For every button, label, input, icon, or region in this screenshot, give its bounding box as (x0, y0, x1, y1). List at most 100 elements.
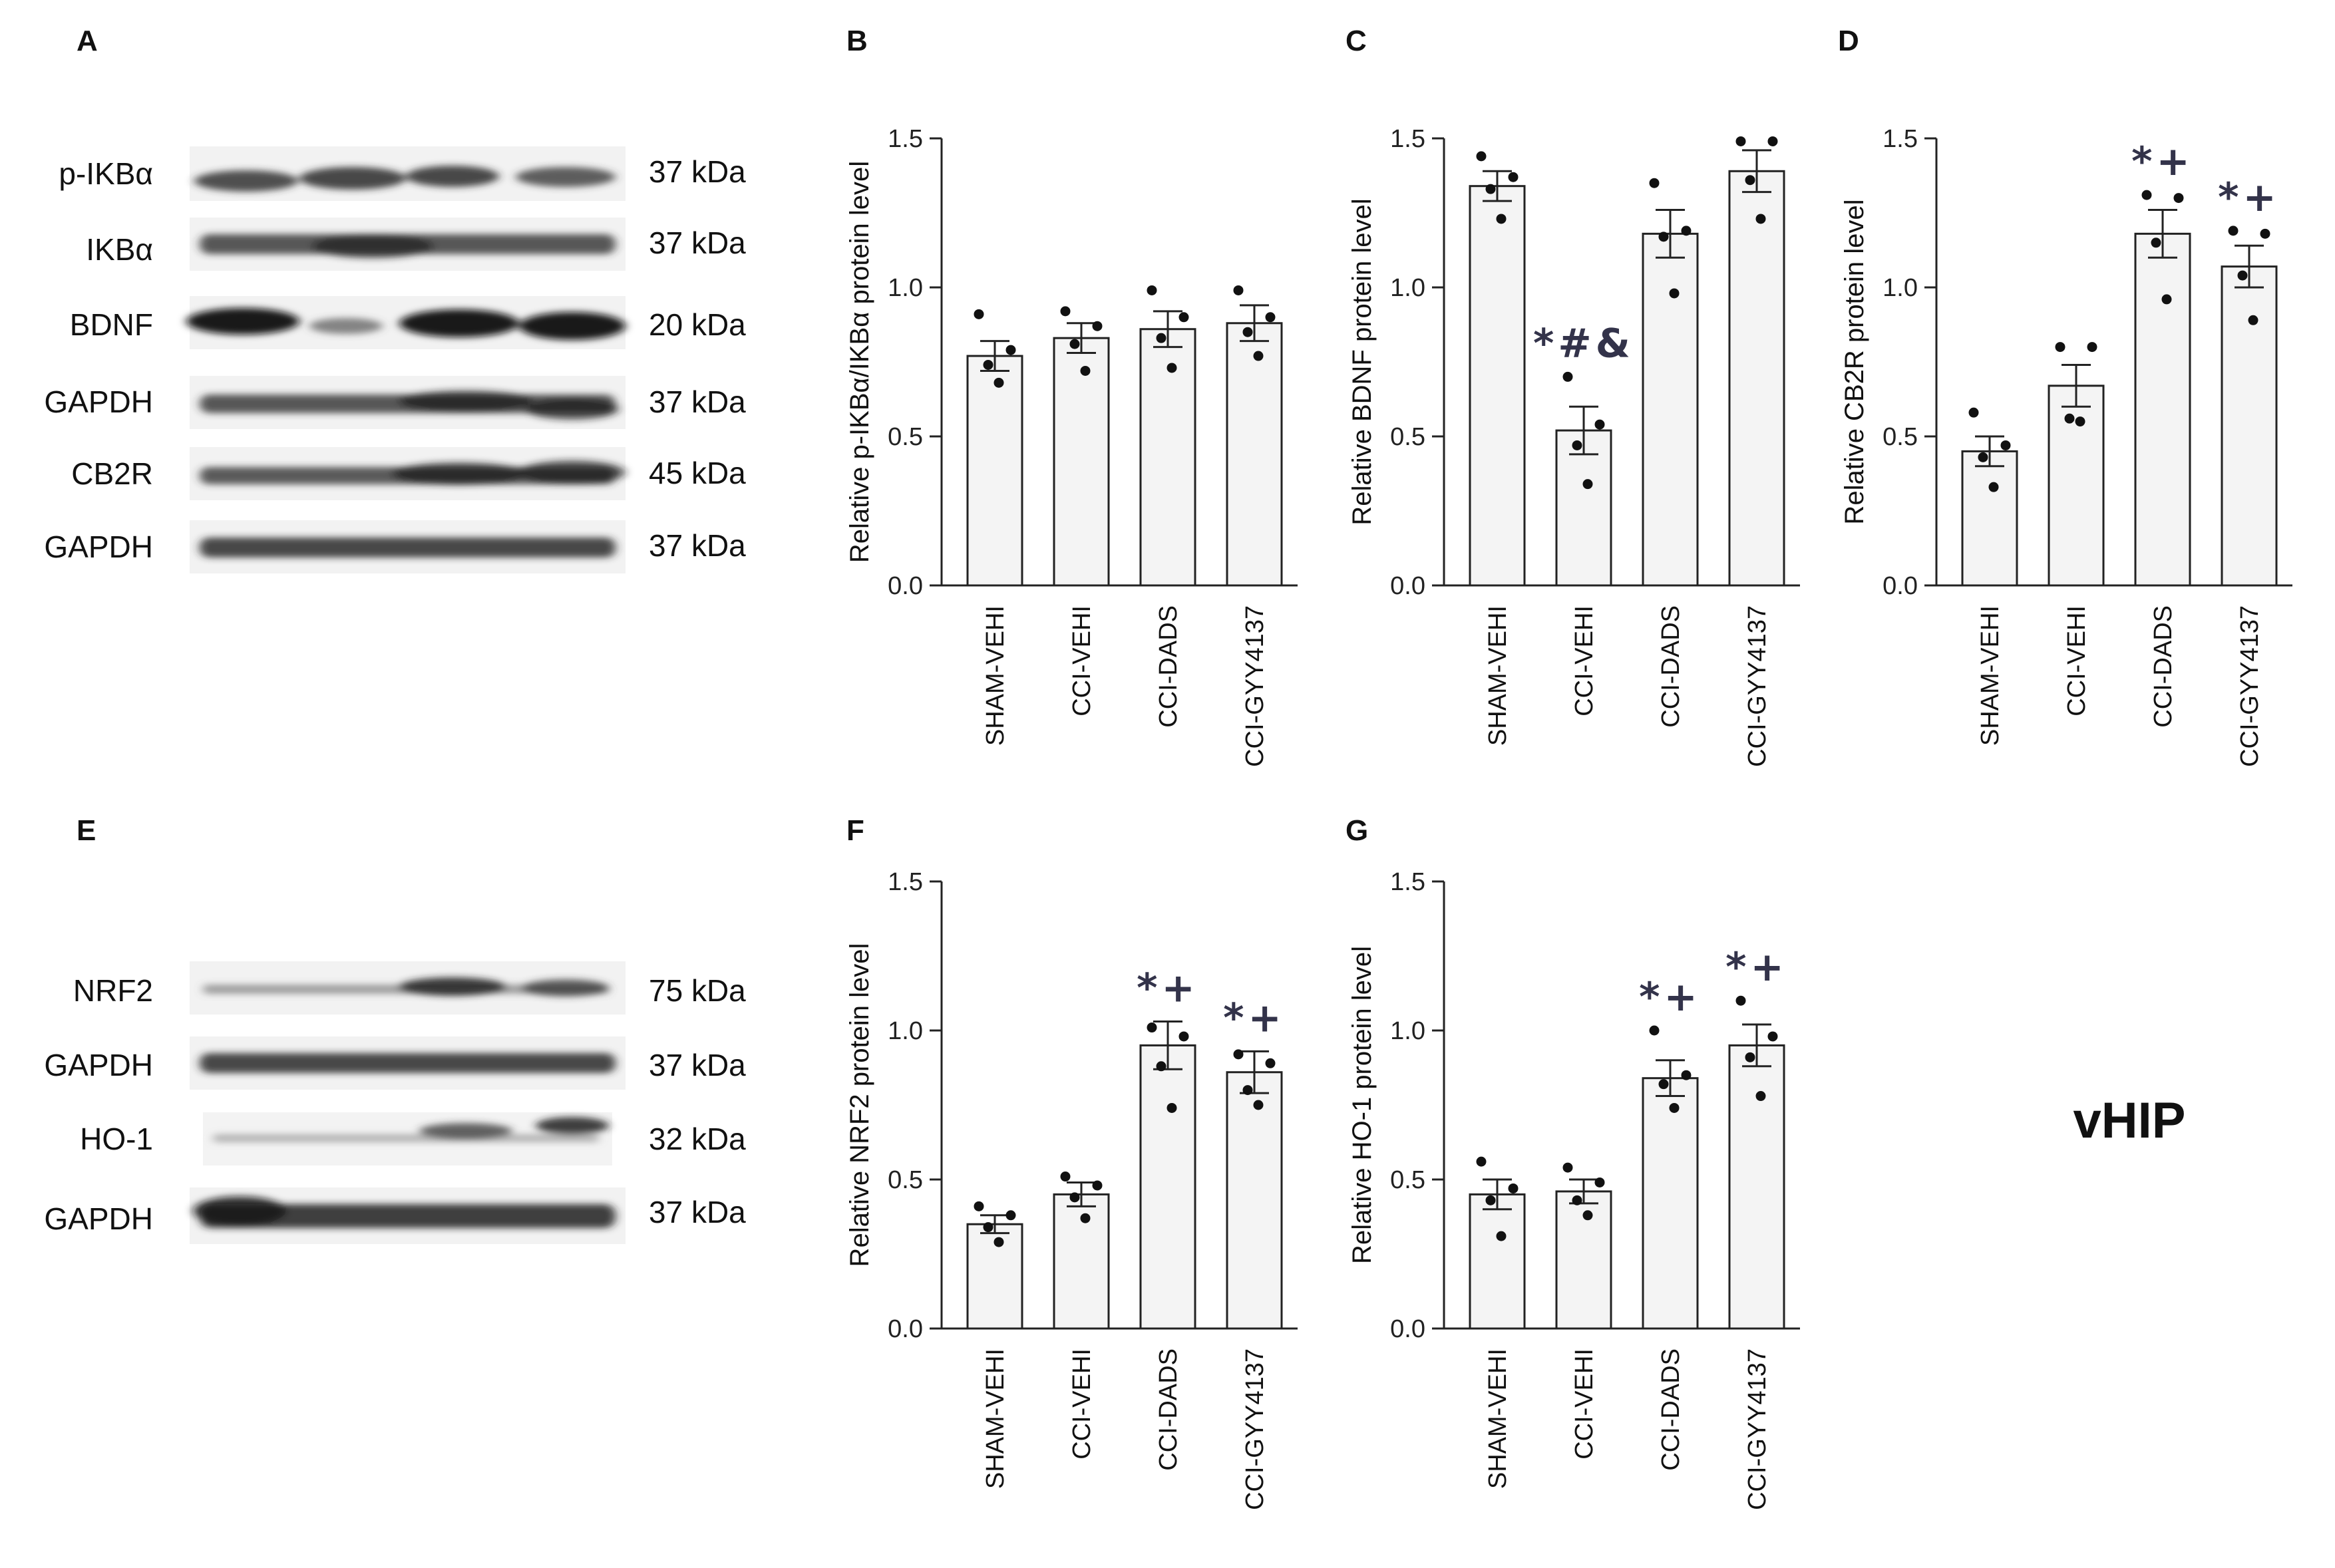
data-point (974, 1201, 984, 1211)
significance-marker: *+ (1639, 974, 1702, 1020)
data-point (1669, 288, 1680, 299)
data-point (1649, 178, 1660, 188)
blot-row-kda: 37 kDa (649, 528, 746, 563)
data-point (2237, 270, 2248, 281)
blot-band-group (200, 1053, 616, 1073)
blot-band (526, 398, 619, 420)
category-label: CCI-GYY4137 (1743, 605, 1771, 767)
blot-row-label: HO-1 (80, 1122, 153, 1156)
chart-panel-d: D 0.0 0.5 1.0 1.5 Relative CB2R protein level… (1838, 25, 2292, 767)
blot-row-kda: 32 kDa (649, 1122, 746, 1156)
chart-panel-g: G 0.0 0.5 1.0 1.5 Relative HO-1 protein level… (1346, 814, 1800, 1510)
data-point (1978, 452, 1988, 462)
panel-letter-f: F (846, 814, 864, 847)
data-point (1242, 327, 1253, 337)
data-point (1669, 1102, 1680, 1113)
category-label: CCI-GYY4137 (1241, 1348, 1269, 1510)
y-tick-label: 0.0 (888, 572, 923, 600)
y-axis-title: Relative CB2R protein level (1840, 199, 1869, 524)
y-tick-label: 0.5 (1390, 423, 1425, 451)
data-point (983, 1222, 993, 1233)
blot-row-kda: 20 kDa (649, 307, 746, 342)
category-label: CCI-DADS (1155, 605, 1182, 728)
blot-row-kda: 37 kDa (649, 1195, 746, 1229)
data-point (1594, 419, 1605, 430)
blot-band-group (186, 308, 626, 340)
blot-e-labels: NRF2 GAPDH HO-1 GAPDH 75 kDa 37 kDa 32 k… (44, 973, 746, 1236)
blot-band-group (200, 391, 619, 420)
data-point (1092, 321, 1103, 331)
blot-band (309, 318, 383, 334)
data-point (1092, 1180, 1103, 1191)
category-label: SHAM-VEHI (1976, 605, 2004, 746)
blot-band (299, 167, 406, 190)
blot-row-label: CB2R (71, 456, 153, 491)
data-point (1508, 1183, 1519, 1193)
data-point (1167, 1102, 1177, 1113)
data-point (993, 1237, 1004, 1247)
panel-letter-c: C (1346, 25, 1367, 57)
data-point (1005, 1210, 1016, 1221)
y-tick-label: 0.0 (1390, 1315, 1425, 1343)
blot-panel-a (186, 146, 626, 573)
y-tick-label: 0.5 (1390, 1166, 1425, 1194)
data-point (1265, 312, 1276, 323)
data-point (1745, 175, 1755, 186)
blot-row-kda: 37 kDa (649, 1048, 746, 1082)
y-tick-label: 1.5 (888, 125, 923, 153)
data-point (993, 377, 1004, 388)
blot-band (519, 460, 626, 484)
data-point (1069, 339, 1080, 349)
y-axis-title: Relative HO-1 protein level (1347, 946, 1377, 1264)
data-point (1649, 1025, 1660, 1036)
significance-marker: *+ (2131, 138, 2194, 185)
bar (2134, 232, 2191, 587)
y-tick-label: 1.0 (1390, 1017, 1425, 1045)
data-point (1069, 1192, 1080, 1203)
data-point (1147, 285, 1157, 295)
blot-band-group (200, 538, 616, 557)
category-label: CCI-VEHI (1068, 1348, 1096, 1460)
data-point (2161, 294, 2172, 305)
data-point (1767, 1031, 1778, 1042)
y-tick-label: 1.5 (1883, 125, 1918, 153)
blot-row-kda: 37 kDa (649, 385, 746, 419)
data-point (1735, 995, 1746, 1006)
data-point (1060, 306, 1071, 317)
panel-letter-e: E (77, 814, 96, 847)
category-label: CCI-VEHI (1068, 605, 1096, 716)
data-point (1496, 1231, 1507, 1241)
data-point (1233, 285, 1244, 295)
category-label: CCI-VEHI (1570, 1348, 1598, 1460)
bar (1469, 185, 1526, 587)
category-label: SHAM-VEHI (1484, 605, 1512, 746)
blot-row-kda: 37 kDa (649, 226, 746, 260)
region-label: vHIP (2073, 1092, 2186, 1149)
panel-letter-d: D (1838, 25, 1859, 57)
data-point (974, 309, 984, 319)
blot-band (213, 1134, 599, 1142)
data-point (1156, 1061, 1167, 1072)
data-point (1572, 440, 1582, 450)
bar (1728, 170, 1785, 587)
y-tick-label: 0.5 (1883, 423, 1918, 451)
data-point (2248, 315, 2258, 325)
panel-letter-b: B (846, 25, 868, 57)
category-label: CCI-GYY4137 (1743, 1348, 1771, 1510)
y-axis-title: Relative BDNF protein level (1347, 198, 1377, 525)
blot-band (522, 979, 609, 997)
data-point (1681, 226, 1692, 236)
data-point (1572, 1195, 1582, 1205)
data-point (1562, 371, 1573, 382)
y-axis-title: Relative NRF2 protein level (845, 943, 874, 1267)
bar (1961, 450, 2018, 587)
y-tick-label: 0.5 (888, 1166, 923, 1194)
bar (1226, 322, 1283, 587)
blot-band (536, 1117, 609, 1134)
category-label: CCI-DADS (2149, 605, 2177, 728)
blot-band-group (200, 234, 616, 258)
bar (1469, 1193, 1526, 1330)
blot-row-kda: 37 kDa (649, 154, 746, 189)
data-point (2000, 440, 2011, 450)
